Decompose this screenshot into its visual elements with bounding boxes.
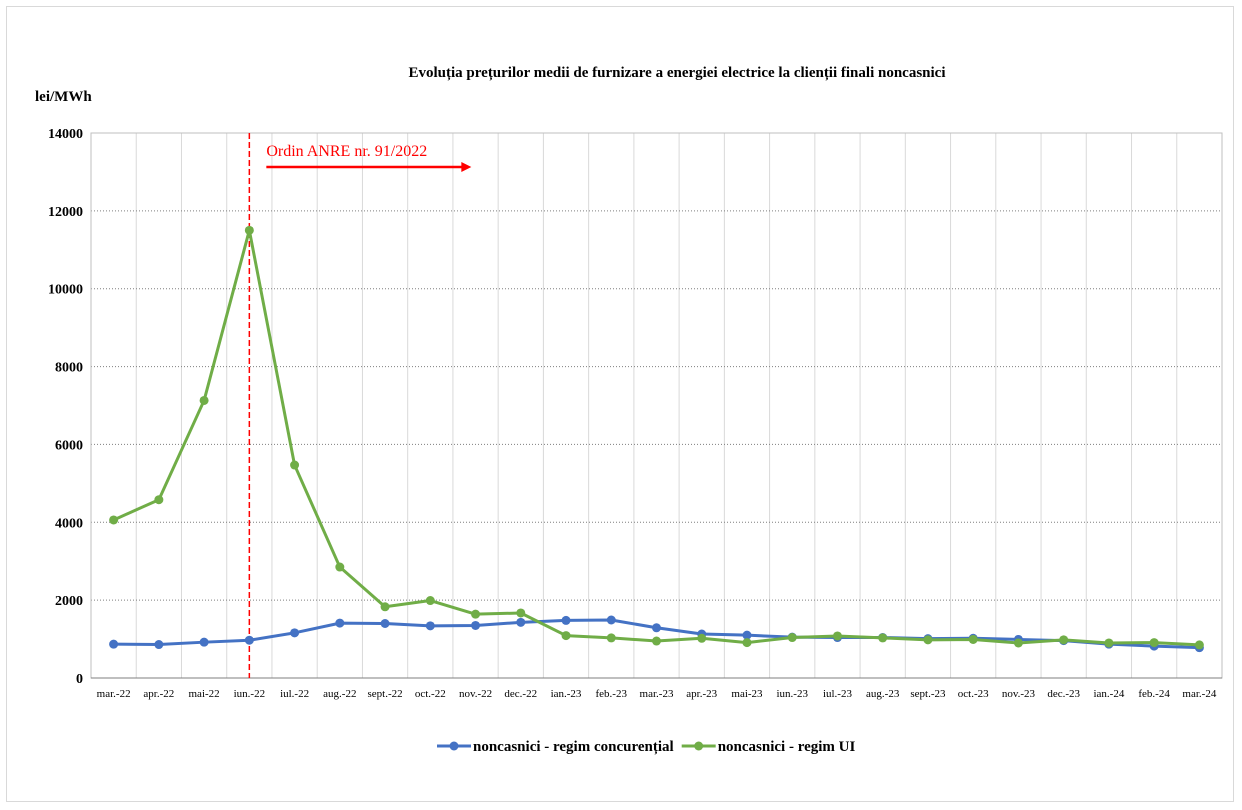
data-point <box>425 621 435 631</box>
annotation-arrow-head <box>461 162 472 172</box>
legend-label: noncasnici - regim concurențial <box>473 739 674 755</box>
annotation: Ordin ANRE nr. 91/2022 <box>248 133 472 678</box>
data-point <box>606 615 616 625</box>
x-tick-label: iun.-23 <box>776 688 808 700</box>
data-point <box>1149 638 1159 648</box>
data-point <box>923 635 933 645</box>
line-chart: Evoluția prețurilor medii de furnizare a… <box>35 65 1223 755</box>
x-tick-label: mai-22 <box>189 688 220 700</box>
x-tick-label: mai-23 <box>731 688 763 700</box>
x-tick-label: iun.-22 <box>234 688 265 700</box>
x-tick-label: ian.-23 <box>551 688 582 700</box>
data-point <box>968 634 978 644</box>
x-tick-label: mar.-24 <box>1182 688 1216 700</box>
data-point <box>1059 635 1069 645</box>
x-tick-label: apr.-23 <box>686 688 717 700</box>
data-point <box>471 609 481 619</box>
x-tick-label: mar.-23 <box>640 688 674 700</box>
x-tick-label: oct.-22 <box>415 688 446 700</box>
data-point <box>290 460 300 470</box>
y-tick-label: 4000 <box>55 516 83 531</box>
data-point <box>109 515 119 525</box>
series-2 <box>109 225 1204 650</box>
data-point <box>199 395 209 405</box>
y-tick-label: 2000 <box>55 594 83 609</box>
legend: noncasnici - regim concurențial noncasnic… <box>437 739 855 755</box>
data-point <box>290 628 300 638</box>
x-tick-label: iul.-22 <box>280 688 309 700</box>
data-point <box>878 633 888 643</box>
series-layer <box>109 225 1204 653</box>
x-tick-label: apr.-22 <box>143 688 174 700</box>
y-tick-label: 8000 <box>55 361 83 376</box>
x-tick-label: aug.-23 <box>866 688 900 700</box>
data-point <box>1104 638 1114 648</box>
data-point <box>335 562 345 572</box>
x-tick-label: sept.-23 <box>910 688 946 700</box>
x-tick-label: oct.-23 <box>958 688 989 700</box>
data-point <box>1013 638 1023 648</box>
data-point <box>154 495 164 505</box>
data-point <box>380 602 390 612</box>
series-1 <box>109 615 1204 653</box>
y-tick-label: 10000 <box>48 283 83 298</box>
data-point <box>516 617 526 627</box>
legend-label: noncasnici - regim UI <box>718 739 856 755</box>
legend-marker <box>449 741 459 751</box>
legend-marker <box>694 741 704 751</box>
data-point <box>606 633 616 643</box>
x-tick-label: nov.-22 <box>459 688 492 700</box>
x-tick-label: mar.-22 <box>97 688 131 700</box>
data-point <box>199 637 209 647</box>
x-tick-label: nov.-23 <box>1002 688 1036 700</box>
x-tick-label: iul.-23 <box>823 688 853 700</box>
data-point <box>244 635 254 645</box>
series-line <box>113 228 1200 647</box>
chart-frame: Evoluția prețurilor medii de furnizare a… <box>6 6 1234 802</box>
data-point <box>787 633 797 643</box>
data-point <box>244 225 254 235</box>
data-point <box>742 630 752 640</box>
axes <box>90 132 1223 679</box>
annotation-label: Ordin ANRE nr. 91/2022 <box>266 143 427 160</box>
y-axis-label: lei/MWh <box>35 89 92 105</box>
x-tick-label: dec.-22 <box>504 688 537 700</box>
data-point <box>335 618 345 628</box>
legend-item-1: noncasnici - regim concurențial <box>437 739 674 755</box>
x-tick-label: aug.-22 <box>323 688 356 700</box>
x-axis-ticks: mar.-22 apr.-22 mai-22 iun.-22 iul.-22 aug.-2… <box>97 688 1217 700</box>
data-point <box>561 615 571 625</box>
y-axis-ticks: 0 2000 4000 6000 8000 10000 12000 14000 <box>48 127 83 687</box>
data-point <box>154 640 164 650</box>
data-point <box>652 623 661 633</box>
data-point <box>832 631 842 641</box>
data-point <box>471 620 481 630</box>
data-point <box>1194 640 1204 650</box>
x-tick-label: sept.-22 <box>367 688 402 700</box>
y-tick-label: 0 <box>76 672 83 687</box>
x-tick-label: dec.-23 <box>1047 688 1080 700</box>
data-point <box>380 619 390 628</box>
legend-item-2: noncasnici - regim UI <box>681 739 856 755</box>
x-tick-label: feb.-24 <box>1138 688 1170 700</box>
data-point <box>697 633 707 643</box>
x-tick-label: ian.-24 <box>1093 688 1124 700</box>
data-point <box>742 638 752 648</box>
plot-area-border <box>90 132 1223 679</box>
chart-title: Evoluția prețurilor medii de furnizare a… <box>409 65 946 81</box>
y-tick-label: 14000 <box>48 127 83 142</box>
y-tick-label: 12000 <box>48 205 83 220</box>
data-point <box>561 631 571 641</box>
x-tick-label: feb.-23 <box>596 688 628 700</box>
data-point <box>425 596 435 606</box>
data-point <box>109 639 119 649</box>
data-point <box>516 608 526 618</box>
y-tick-label: 6000 <box>55 438 83 453</box>
data-point <box>652 636 661 646</box>
grid <box>90 132 1223 678</box>
